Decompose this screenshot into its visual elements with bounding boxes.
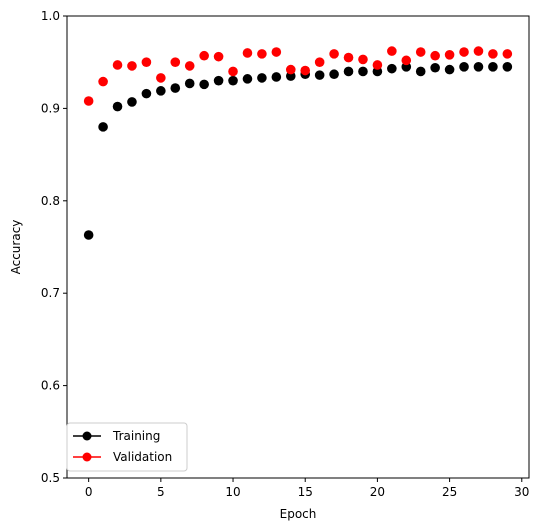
validation-point: [430, 50, 440, 61]
validation-point: [358, 54, 368, 65]
training-point: [502, 62, 513, 72]
training-point: [156, 86, 166, 96]
validation-point: [473, 46, 484, 56]
training-point: [343, 66, 354, 77]
training-point: [415, 66, 426, 77]
x-tick-label: 15: [298, 485, 313, 499]
validation-point: [257, 49, 267, 59]
training-point: [141, 88, 152, 99]
validation-point: [502, 49, 513, 59]
axes-frame: [66, 15, 530, 479]
validation-point: [112, 60, 123, 70]
y-tick-label: 0.8: [41, 194, 60, 208]
validation-point: [459, 47, 469, 57]
x-tick-label: 5: [157, 485, 165, 499]
validation-point: [372, 60, 383, 70]
training-point: [459, 62, 469, 72]
validation-point: [285, 64, 296, 75]
y-tick-label: 1.0: [41, 9, 60, 23]
legend-box: [66, 422, 188, 472]
training-point: [242, 74, 253, 84]
validation-point: [83, 96, 94, 106]
validation-point: [213, 51, 224, 62]
validation-point: [300, 65, 311, 76]
x-axis: 0 5 10 15 20 25 30: [85, 478, 529, 499]
validation-point: [170, 57, 181, 67]
training-point: [170, 83, 181, 93]
validation-point: [314, 57, 325, 67]
training-point: [127, 97, 137, 107]
validation-point: [415, 47, 426, 57]
validation-point: [387, 46, 397, 56]
training-point: [184, 78, 195, 89]
training-point: [387, 63, 397, 74]
y-tick-label: 0.5: [41, 471, 60, 485]
validation-point: [271, 47, 282, 57]
training-point: [314, 70, 325, 80]
y-axis-label: Accuracy: [9, 220, 23, 275]
y-tick-label: 0.6: [41, 379, 60, 393]
training-point: [329, 69, 339, 80]
plot-area: [83, 46, 513, 240]
legend-training-marker: [82, 431, 92, 441]
training-point: [488, 62, 498, 72]
x-tick-label: 30: [514, 485, 529, 499]
series-training: [83, 62, 513, 240]
validation-point: [343, 52, 354, 63]
training-point: [213, 75, 224, 86]
training-point: [444, 64, 455, 75]
x-axis-label: Epoch: [280, 507, 317, 521]
training-point: [473, 62, 484, 72]
training-point: [112, 101, 123, 112]
x-tick-label: 20: [370, 485, 385, 499]
validation-point: [184, 61, 195, 71]
training-point: [257, 73, 267, 83]
x-tick-label: 0: [85, 485, 93, 499]
validation-point: [401, 55, 412, 66]
training-point: [358, 66, 368, 77]
legend-validation-label: Validation: [113, 450, 172, 464]
validation-point: [329, 49, 339, 59]
validation-point: [141, 57, 152, 67]
training-point: [271, 72, 282, 82]
training-point: [430, 62, 440, 73]
training-point: [228, 75, 238, 86]
y-tick-label: 0.9: [41, 101, 60, 115]
training-point: [83, 230, 94, 240]
validation-point: [228, 66, 238, 77]
y-tick-label: 0.7: [41, 286, 60, 300]
x-tick-label: 25: [442, 485, 457, 499]
validation-point: [488, 49, 498, 59]
training-point: [98, 122, 108, 132]
training-point: [199, 79, 209, 90]
validation-point: [127, 61, 137, 71]
y-axis: 0.5 0.6 0.7 0.8 0.9 1.0: [41, 9, 67, 485]
legend-training-label: Training: [112, 429, 160, 443]
validation-point: [199, 50, 209, 61]
series-validation: [83, 46, 513, 106]
validation-point: [242, 48, 253, 58]
legend: Training Validation: [66, 422, 188, 472]
legend-validation-marker: [82, 452, 92, 462]
validation-point: [156, 73, 166, 83]
validation-point: [444, 50, 455, 60]
x-tick-label: 10: [225, 485, 240, 499]
validation-point: [98, 76, 108, 87]
